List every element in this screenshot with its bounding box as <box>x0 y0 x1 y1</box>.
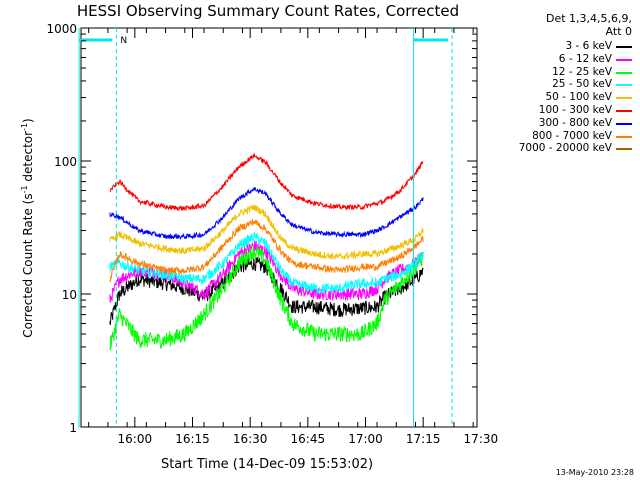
x-axis-label: Start Time (14-Dec-09 15:53:02) <box>161 457 373 472</box>
legend-label: 6 - 12 keV <box>558 52 612 65</box>
legend-item: 3 - 6 keV <box>484 40 634 53</box>
y-axis-label-mid: detector <box>21 131 35 186</box>
legend-item: 300 - 800 keV <box>484 117 634 130</box>
series-line <box>109 256 424 325</box>
legend-swatch <box>616 71 632 74</box>
chart-title: HESSI Observing Summary Count Rates, Cor… <box>77 2 459 20</box>
legend-swatch <box>616 58 632 61</box>
series-line <box>109 219 424 283</box>
x-tick-label: 17:00 <box>348 432 383 446</box>
legend-item: 100 - 300 keV <box>484 104 634 117</box>
series-line <box>109 231 424 295</box>
y-tick-label: 100 <box>54 155 77 169</box>
series-line <box>109 187 424 240</box>
x-tick-label: 16:30 <box>233 432 268 446</box>
y-axis-label-sup1: -1 <box>20 185 29 193</box>
legend-swatch <box>616 109 632 112</box>
legend-label: 12 - 25 keV <box>552 65 612 78</box>
legend-label: 3 - 6 keV <box>565 40 612 52</box>
night-markers: N <box>78 28 453 427</box>
x-tick-label: 17:30 <box>464 432 499 446</box>
legend-title: Det 1,3,4,5,6,9, Att 0 <box>514 12 632 38</box>
series-line <box>109 153 424 212</box>
series-line <box>109 245 424 351</box>
legend-label: 300 - 800 keV <box>538 116 612 129</box>
legend-item: 25 - 50 keV <box>484 78 634 91</box>
series-line <box>109 204 424 260</box>
legend-swatch <box>616 46 632 48</box>
legend-swatch <box>616 84 632 87</box>
legend-item: 50 - 100 keV <box>484 91 634 104</box>
y-tick-label: 10 <box>62 288 77 302</box>
legend-item: 7000 - 20000 keV <box>484 142 634 155</box>
x-tick-label: 17:15 <box>406 432 441 446</box>
legend-item: 12 - 25 keV <box>484 66 634 79</box>
legend-label: 25 - 50 keV <box>552 78 612 91</box>
legend-label: 100 - 300 keV <box>538 103 612 116</box>
legend-swatch <box>616 135 632 138</box>
legend-item: 800 - 7000 keV <box>484 130 634 143</box>
x-tick-label: 16:15 <box>175 432 210 446</box>
legend-title-line-1: Det 1,3,4,5,6,9, <box>545 12 632 25</box>
y-axis: 1 10 100 1000 <box>46 22 477 435</box>
legend-title-line-2: Att 0 <box>605 25 632 38</box>
y-axis-label-end: ) <box>21 118 35 123</box>
legend: 3 - 6 keV 6 - 12 keV 12 - 25 keV 25 - 50 ke… <box>484 40 634 155</box>
x-tick-label: 16:45 <box>291 432 326 446</box>
legend-label: 50 - 100 keV <box>545 91 612 104</box>
y-axis-label-sup2: -1 <box>20 123 29 131</box>
x-axis: 16:00 16:15 16:30 16:45 17:00 17:15 17:30 <box>88 28 499 446</box>
legend-label: 7000 - 20000 keV <box>518 142 612 155</box>
plot-frame <box>80 27 478 428</box>
series-layer <box>109 153 424 351</box>
legend-swatch <box>616 97 632 100</box>
legend-swatch <box>616 148 632 151</box>
y-tick-label: 1 <box>69 421 77 435</box>
y-axis-label: Corrected Count Rate (s-1 detector-1) <box>20 118 35 337</box>
datestamp: 13-May-2010 23:28 <box>555 468 634 477</box>
y-axis-label-main: Corrected Count Rate (s <box>21 193 35 337</box>
x-tick-label: 16:00 <box>118 432 153 446</box>
legend-label: 800 - 7000 keV <box>532 129 612 142</box>
y-tick-label: 1000 <box>46 22 77 36</box>
legend-swatch <box>616 122 632 125</box>
night-label: N <box>120 36 127 46</box>
legend-item: 6 - 12 keV <box>484 53 634 66</box>
